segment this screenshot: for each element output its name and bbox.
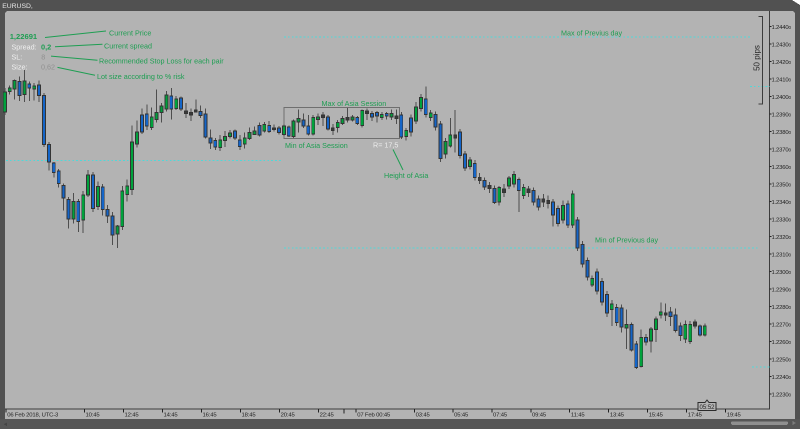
svg-text:15:45: 15:45 <box>649 412 664 418</box>
svg-text:1.23000: 1.23000 <box>772 270 792 276</box>
svg-text:Height of Asia: Height of Asia <box>384 171 428 180</box>
svg-text:06 Feb 2018, UTC-3: 06 Feb 2018, UTC-3 <box>7 412 59 418</box>
svg-text:0,62: 0,62 <box>41 63 55 72</box>
svg-text:Size:: Size: <box>12 63 28 72</box>
svg-text:1.24000: 1.24000 <box>772 95 792 101</box>
svg-text:17:45: 17:45 <box>688 412 703 418</box>
svg-text:R= 17,5: R= 17,5 <box>373 141 398 150</box>
svg-text:14:45: 14:45 <box>164 412 179 418</box>
svg-text:1.22500: 1.22500 <box>772 357 792 363</box>
svg-text:Spread:: Spread: <box>12 42 37 51</box>
svg-text:1.23300: 1.23300 <box>772 217 792 223</box>
svg-text:Lot size according to % risk: Lot size according to % risk <box>97 72 185 81</box>
svg-text:1.23700: 1.23700 <box>772 147 792 153</box>
svg-text:05:45: 05:45 <box>454 412 469 418</box>
svg-text:19:45: 19:45 <box>727 412 742 418</box>
svg-text:Max of Asia Session: Max of Asia Session <box>322 99 387 108</box>
svg-text:03:45: 03:45 <box>416 412 431 418</box>
svg-text:1.22300: 1.22300 <box>772 392 792 398</box>
svg-text:18:45: 18:45 <box>242 412 257 418</box>
svg-text:1.22700: 1.22700 <box>772 322 792 328</box>
svg-text:1.22400: 1.22400 <box>772 375 792 381</box>
svg-text:07:45: 07:45 <box>493 412 508 418</box>
svg-text:1.23900: 1.23900 <box>772 112 792 118</box>
svg-text:1.23200: 1.23200 <box>772 235 792 241</box>
svg-text:07 Feb 00:45: 07 Feb 00:45 <box>357 412 391 418</box>
svg-text:8: 8 <box>41 53 45 62</box>
svg-text:1,22691: 1,22691 <box>10 32 38 41</box>
svg-text:1.22800: 1.22800 <box>772 305 792 311</box>
svg-text:1.23400: 1.23400 <box>772 200 792 206</box>
svg-text:Current Price: Current Price <box>109 28 151 37</box>
svg-text:20:45: 20:45 <box>281 412 296 418</box>
svg-text:13:45: 13:45 <box>610 412 625 418</box>
svg-text:Min of Asia Session: Min of Asia Session <box>285 141 348 150</box>
svg-text:1.22600: 1.22600 <box>772 340 792 346</box>
svg-text:1.24100: 1.24100 <box>772 77 792 83</box>
svg-text:12:45: 12:45 <box>125 412 140 418</box>
svg-text:05:52: 05:52 <box>699 405 715 411</box>
svg-text:1.22900: 1.22900 <box>772 287 792 293</box>
svg-text:1.24200: 1.24200 <box>772 60 792 66</box>
svg-text:09:45: 09:45 <box>532 412 547 418</box>
svg-text:10:45: 10:45 <box>86 412 101 418</box>
svg-text:1.24300: 1.24300 <box>772 42 792 48</box>
svg-text:Max of Previus day: Max of Previus day <box>561 28 623 37</box>
svg-text:0,2: 0,2 <box>41 42 51 51</box>
svg-text:EURUSD,: EURUSD, <box>2 3 33 10</box>
svg-text:Min of Previous day: Min of Previous day <box>595 235 659 244</box>
svg-text:1.23100: 1.23100 <box>772 252 792 258</box>
svg-text:1.23600: 1.23600 <box>772 165 792 171</box>
svg-text:11:45: 11:45 <box>571 412 585 418</box>
svg-text:1.23800: 1.23800 <box>772 130 792 136</box>
svg-text:SL:: SL: <box>12 53 23 62</box>
svg-text:Current spread: Current spread <box>104 42 152 51</box>
svg-text:50 pips: 50 pips <box>753 45 762 71</box>
svg-text:16:45: 16:45 <box>203 412 218 418</box>
svg-text:1.23500: 1.23500 <box>772 182 792 188</box>
svg-text:22:45: 22:45 <box>320 412 335 418</box>
svg-text:Recommended Stop Loss for each: Recommended Stop Loss for each pair <box>99 56 224 65</box>
svg-text:1.24400: 1.24400 <box>772 25 792 31</box>
